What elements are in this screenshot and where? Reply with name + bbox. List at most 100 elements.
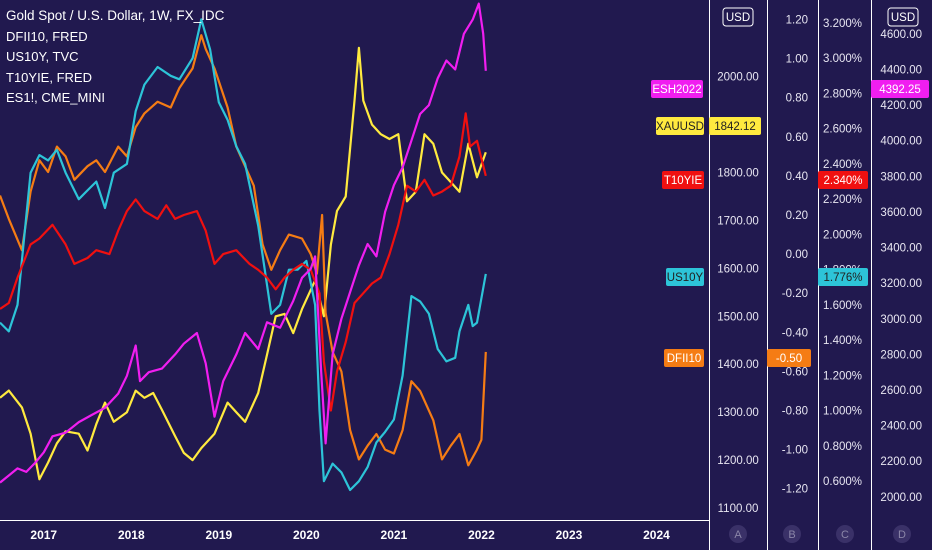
axis-d-tick-label: 4600.00 xyxy=(880,29,922,41)
legend-item-es1: ES1!, CME_MINI xyxy=(6,90,105,105)
axis-b-tick-label: -1.00 xyxy=(782,445,808,457)
x-tick-label: 2021 xyxy=(381,528,408,542)
axis-c-tick-label: 1.000% xyxy=(823,406,862,418)
axis-b-tick-label: 0.60 xyxy=(786,132,808,144)
value-tag-t10yie: 2.340% xyxy=(823,175,862,187)
axis-c-tick-label: 2.800% xyxy=(823,88,862,100)
series-line-xauusd xyxy=(0,46,487,481)
axis-d-tick-label: 3600.00 xyxy=(880,207,922,219)
axis-a-tick-label: 1600.00 xyxy=(717,263,759,275)
value-tag-dfii10-bg xyxy=(767,349,811,367)
name-tag-t10yie: T10YIE xyxy=(664,175,703,187)
axis-footer-label: A xyxy=(734,529,742,541)
axis-b-tick-label: 0.80 xyxy=(786,93,808,105)
name-tag-esh2022-bg xyxy=(651,80,703,98)
axis-b-tick-label: 0.00 xyxy=(786,249,808,261)
axis-a-tick-label: 1700.00 xyxy=(717,215,759,227)
series-line-esh2022 xyxy=(0,2,487,484)
axis-footer-button[interactable] xyxy=(783,525,801,543)
axis-d-tick-label: 4200.00 xyxy=(880,100,922,112)
axis-d-tick-label: 2200.00 xyxy=(880,456,922,468)
axis-unit-badge[interactable] xyxy=(887,7,919,27)
axis-a-tick-label: 1300.00 xyxy=(717,407,759,419)
axis-c-tick-label: 1.200% xyxy=(823,370,862,382)
axis-footer-button[interactable] xyxy=(893,525,911,543)
axis-d-tick-label: 3800.00 xyxy=(880,171,922,183)
last-value-labels: ESH2022 XAUUSD T10YIE US10Y DFII10 1842.12 -0.… xyxy=(651,80,929,367)
axis-unit-badge[interactable] xyxy=(722,7,754,27)
axis-b-tick-label: 0.20 xyxy=(786,210,808,222)
axis-a-tick-label: 1100.00 xyxy=(718,503,759,515)
axis-b-tick-label: 0.40 xyxy=(786,171,808,183)
axis-a-tick-label: 1400.00 xyxy=(717,359,759,371)
x-tick-label: 2019 xyxy=(205,528,232,542)
axis-a-tick-label: 1200.00 xyxy=(717,455,759,467)
value-tag-esh2022: 4392.25 xyxy=(879,84,921,96)
axis-footer-label: D xyxy=(898,529,906,541)
axis-d-tick-label: 2400.00 xyxy=(880,421,922,433)
value-tag-us10y-bg xyxy=(818,268,868,286)
series-line-us10y xyxy=(0,18,487,492)
name-tag-dfii10-bg xyxy=(664,349,704,367)
value-tag-xauusd: 1842.12 xyxy=(714,121,756,133)
name-tag-esh2022: ESH2022 xyxy=(652,84,701,96)
axis-a-tick-label: 1500.00 xyxy=(717,311,759,323)
legend-item-dfii10: DFII10, FRED xyxy=(6,28,88,44)
axis-c-tick-label: 0.600% xyxy=(823,476,862,488)
axis-c-tick-label: 2.600% xyxy=(823,124,862,136)
axis-d-tick-label: 2600.00 xyxy=(880,385,922,397)
series-layer xyxy=(0,2,487,492)
x-tick-label: 2022 xyxy=(468,528,495,542)
axis-b-tick-label: -1.20 xyxy=(782,484,808,496)
name-tag-t10yie-bg xyxy=(662,171,704,189)
x-tick-label: 2018 xyxy=(118,528,145,542)
name-tag-us10y-bg xyxy=(666,268,704,286)
legend-item-us10y: US10Y, TVC xyxy=(6,49,79,64)
axis-b-tick-label: 1.20 xyxy=(786,15,808,27)
axis-a-tick-label: 1800.00 xyxy=(717,168,759,180)
axis-d-tick-label: 4400.00 xyxy=(880,64,922,76)
x-tick-label: 2023 xyxy=(556,528,583,542)
value-tag-esh2022-bg xyxy=(871,80,929,98)
axis-unit-label: USD xyxy=(726,12,750,24)
value-tag-xauusd-bg xyxy=(709,117,761,135)
value-tag-us10y: 1.776% xyxy=(823,272,862,284)
axis-b-tick-label: -0.20 xyxy=(782,288,808,300)
axis-d-tick-label: 3400.00 xyxy=(880,243,922,255)
value-tag-dfii10: -0.50 xyxy=(776,353,802,365)
legend-item-t10yie: T10YIE, FRED xyxy=(6,69,92,85)
chart-legend: Gold Spot / U.S. Dollar, 1W, FX_IDC DFII… xyxy=(6,6,224,109)
axis-c-tick-label: 2.200% xyxy=(823,194,862,206)
axis-b-tick-label: -0.40 xyxy=(782,327,808,339)
axis-c-tick-label: 2.400% xyxy=(823,159,862,171)
name-tag-xauusd-bg xyxy=(656,117,704,135)
axis-footer-button[interactable] xyxy=(729,525,747,543)
axis-c-tick-label: 2.000% xyxy=(823,229,862,241)
axis-d-tick-label: 2800.00 xyxy=(880,349,922,361)
series-line-dfii10 xyxy=(0,34,487,467)
axis-d-tick-label: 4000.00 xyxy=(880,136,922,148)
axis-d-tick-label: 3200.00 xyxy=(880,278,922,290)
name-tag-dfii10: DFII10 xyxy=(667,353,702,365)
axis-c-tick-label: 1.400% xyxy=(823,335,862,347)
name-tag-us10y: US10Y xyxy=(667,272,704,284)
x-tick-label: 2017 xyxy=(30,528,57,542)
axis-footer-button[interactable] xyxy=(836,525,854,543)
axis-footer-label: B xyxy=(788,529,795,541)
series-line-t10yie xyxy=(0,112,487,412)
axis-footer-label: C xyxy=(841,529,849,541)
axis-d-tick-label: 3000.00 xyxy=(880,314,922,326)
axis-c-tick-label: 1.600% xyxy=(823,300,862,312)
x-tick-label: 2024 xyxy=(643,528,670,542)
axis-d-tick-label: 2000.00 xyxy=(880,492,922,504)
axis-unit-label: USD xyxy=(891,12,915,24)
axis-a-tick-label: 2000.00 xyxy=(717,72,759,84)
legend-title: Gold Spot / U.S. Dollar, 1W, FX_IDC xyxy=(6,8,225,23)
name-tag-xauusd: XAUUSD xyxy=(656,121,704,133)
value-tag-t10yie-bg xyxy=(818,171,868,189)
axis-c-tick-label: 3.000% xyxy=(823,53,862,65)
axis-b-tick-label: -0.80 xyxy=(782,406,808,418)
x-tick-label: 2020 xyxy=(293,528,320,542)
axis-c-tick-label: 3.200% xyxy=(823,18,862,30)
